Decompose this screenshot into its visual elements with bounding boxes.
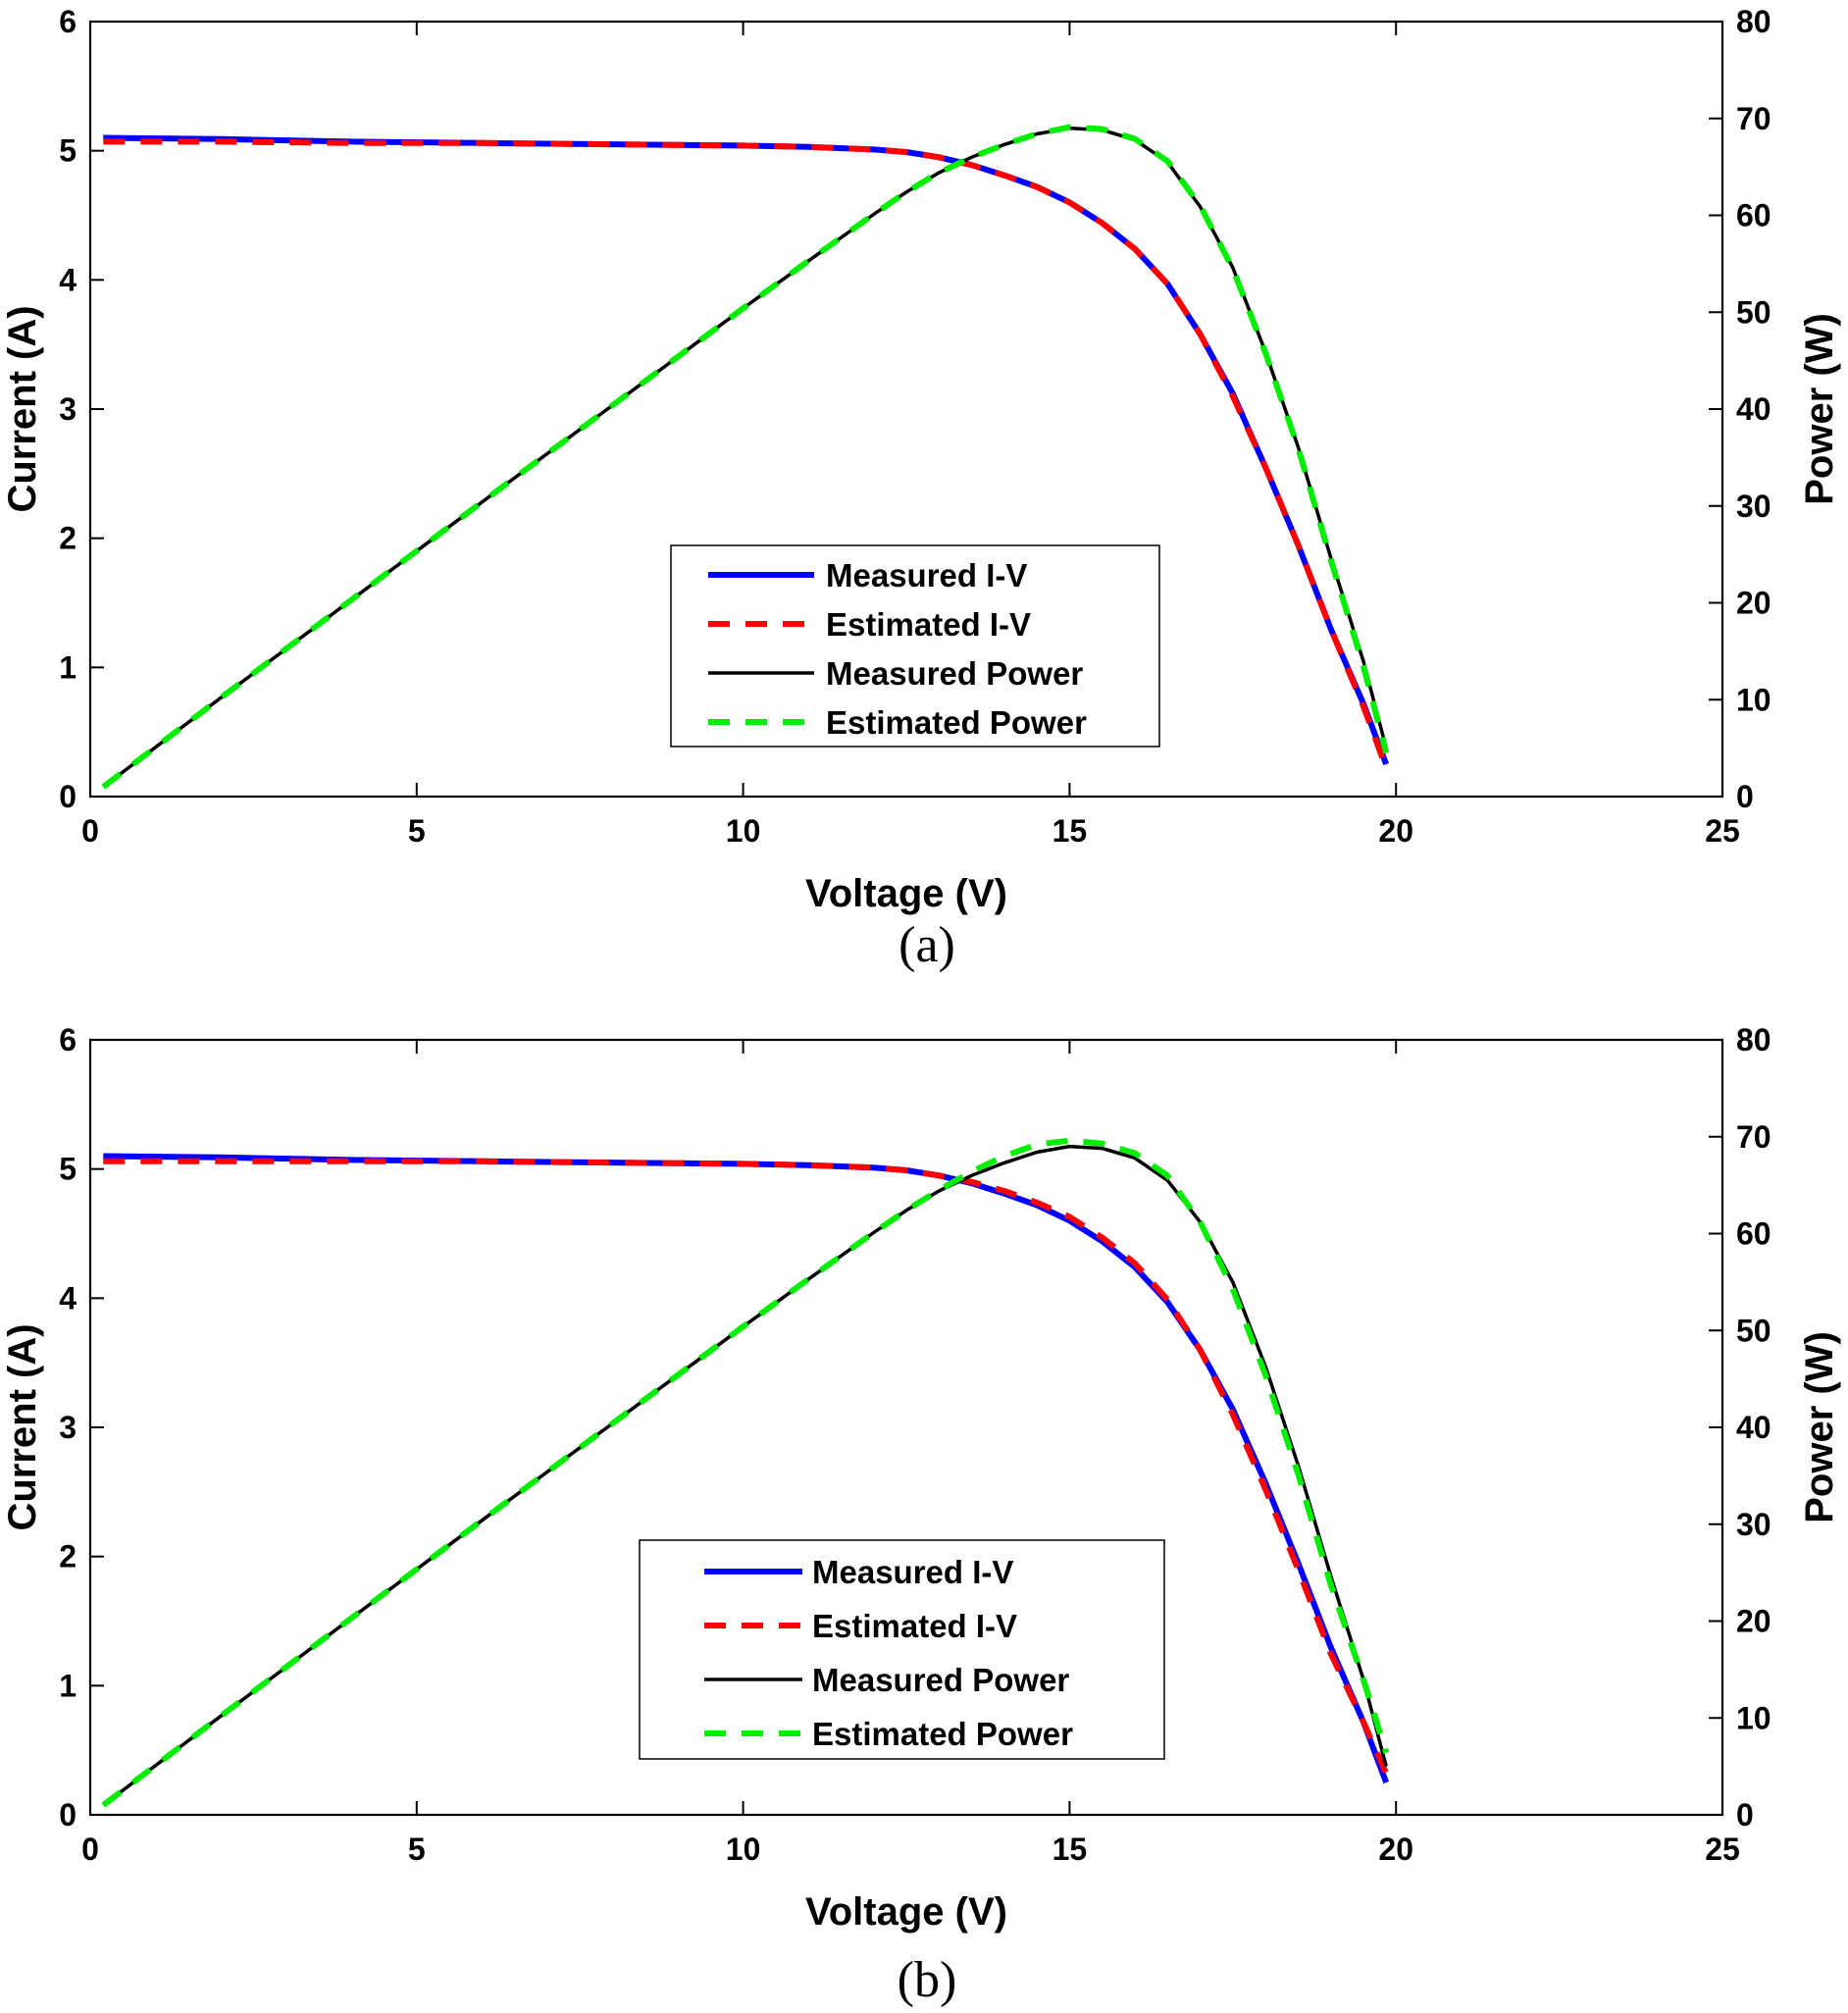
y-tick-label: 2: [59, 521, 77, 556]
y2-tick-label: 40: [1736, 1410, 1771, 1445]
series-line-estimated-power: [101, 1137, 1390, 1808]
y2-tick-label: 30: [1736, 489, 1771, 524]
series-line-estimated-i-v: [103, 138, 1390, 770]
legend-box: [670, 544, 1160, 748]
x-tick-label: 10: [726, 1832, 761, 1867]
y-tick-label: 5: [59, 1152, 77, 1187]
y2-tick-label: 70: [1736, 1119, 1771, 1155]
x-tick-label: 15: [1052, 813, 1088, 849]
legend-entry: Measured I-V: [826, 557, 1027, 594]
y-tick-label: 1: [59, 1668, 77, 1703]
x-axis-label: Voltage (V): [805, 872, 1007, 915]
y-tick-label: 6: [59, 1022, 77, 1058]
y2-tick-label: 50: [1736, 1313, 1771, 1348]
y-axis-label: Current (A): [1, 305, 44, 512]
y2-tick-label: 60: [1736, 1216, 1771, 1252]
series-line-estimated-power: [101, 124, 1390, 790]
y-tick-label: 4: [59, 1280, 77, 1316]
x-tick-label: 10: [726, 813, 761, 849]
legend-entry: Estimated Power: [812, 1716, 1073, 1752]
x-tick-label: 25: [1705, 1832, 1740, 1867]
legend-box: [639, 1539, 1165, 1760]
y2-tick-label: 50: [1736, 294, 1771, 330]
legend: Measured I-V Estimated I-V Measured Power E…: [639, 1539, 1165, 1760]
legend-entry: Estimated Power: [826, 704, 1087, 741]
legend-entry: Measured I-V: [812, 1554, 1013, 1590]
legend-entry: Measured Power: [826, 655, 1083, 692]
y-tick-label: 5: [59, 133, 77, 169]
y2-tick-label: 0: [1736, 1797, 1754, 1832]
y-tick-label: 3: [59, 391, 77, 427]
x-tick-label: 25: [1705, 813, 1740, 849]
x-tick-label: 20: [1378, 813, 1413, 849]
y2-tick-label: 60: [1736, 198, 1771, 233]
y2-tick-label: 10: [1736, 682, 1771, 717]
x-tick-label: 5: [408, 813, 426, 849]
y2-tick-label: 40: [1736, 391, 1771, 427]
y2-tick-label: 80: [1736, 4, 1771, 39]
y-tick-label: 1: [59, 649, 77, 685]
legend: Measured I-V Estimated I-V Measured Power E…: [670, 544, 1160, 748]
legend-entry: Estimated I-V: [812, 1608, 1017, 1644]
y2-axis-label: Power (W): [1798, 313, 1841, 505]
x-tick-label: 0: [81, 813, 99, 849]
y2-axis-label: Power (W): [1798, 1331, 1841, 1523]
figure-caption: (a): [898, 917, 955, 973]
y2-tick-label: 30: [1736, 1507, 1771, 1542]
y2-tick-label: 20: [1736, 586, 1771, 621]
figure-caption: (b): [898, 1952, 957, 2008]
y2-tick-label: 80: [1736, 1022, 1771, 1058]
y-tick-label: 6: [59, 4, 77, 39]
y-tick-label: 3: [59, 1410, 77, 1445]
y-tick-label: 2: [59, 1539, 77, 1574]
chart-a: 0 5 10 15 20 25012345601020304050607080Voltag…: [1, 4, 1841, 973]
y-axis-label: Current (A): [1, 1323, 44, 1530]
x-tick-label: 15: [1052, 1832, 1088, 1867]
y2-tick-label: 10: [1736, 1700, 1771, 1735]
y-tick-label: 4: [59, 262, 77, 297]
y2-tick-label: 20: [1736, 1604, 1771, 1639]
x-tick-label: 20: [1378, 1832, 1413, 1867]
y2-tick-label: 70: [1736, 101, 1771, 136]
y2-tick-label: 0: [1736, 779, 1754, 814]
series-line-estimated-i-v: [103, 1158, 1389, 1776]
legend-entry: Estimated I-V: [826, 606, 1031, 643]
chart-b: 0 5 10 15 20 25012345601020304050607080Voltag…: [1, 1022, 1841, 2008]
y-tick-label: 0: [59, 1797, 77, 1832]
y-tick-label: 0: [59, 779, 77, 814]
x-axis-label: Voltage (V): [805, 1890, 1007, 1934]
legend-entry: Measured Power: [812, 1662, 1069, 1698]
x-tick-label: 0: [81, 1832, 99, 1867]
x-tick-label: 5: [408, 1832, 426, 1867]
